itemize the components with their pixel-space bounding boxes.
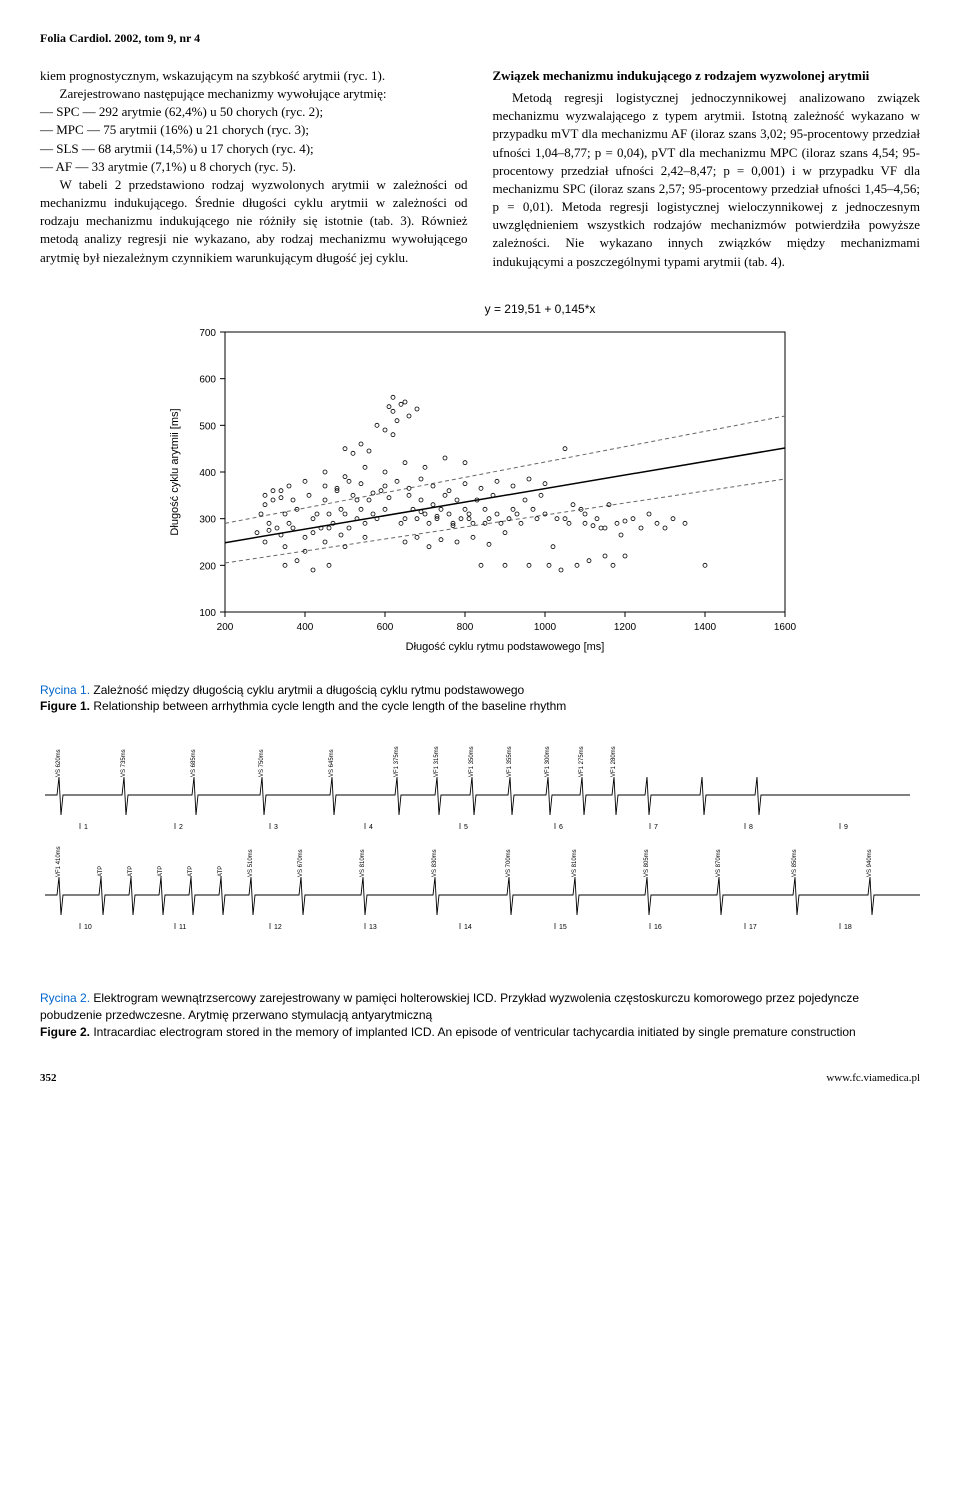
svg-text:VS 870ms: VS 870ms (716, 850, 722, 878)
svg-text:17: 17 (749, 924, 757, 931)
page-footer: 352 www.fc.viamedica.pl (40, 1071, 920, 1086)
svg-text:1600: 1600 (774, 622, 797, 633)
body-text: kiem prognostycznym, wskazującym na szyb… (40, 67, 920, 271)
svg-text:200: 200 (199, 561, 216, 572)
caption-label-pl: Rycina 2. (40, 991, 90, 1005)
para: Metodą regresji logistycznej jednoczynni… (493, 89, 921, 271)
svg-text:VF1 355ms: VF1 355ms (507, 747, 513, 778)
list-item: — AF — 33 arytmie (7,1%) u 8 chorych (ry… (40, 158, 468, 176)
svg-text:ATP: ATP (158, 866, 164, 877)
svg-text:400: 400 (297, 622, 314, 633)
svg-text:VS 700ms: VS 700ms (506, 850, 512, 878)
ecg-electrogram: VS 620ms VS 735ms VS 685ms VS 750ms VS 645ms… (40, 740, 920, 965)
svg-text:11: 11 (179, 924, 186, 931)
svg-text:2: 2 (179, 824, 183, 831)
svg-text:VF1 410ms: VF1 410ms (56, 847, 62, 878)
caption-label-pl: Rycina 1. (40, 683, 90, 697)
svg-text:ATP: ATP (98, 866, 104, 877)
svg-text:800: 800 (457, 622, 474, 633)
svg-text:500: 500 (199, 421, 216, 432)
svg-text:VS 670ms: VS 670ms (298, 850, 304, 878)
svg-text:4: 4 (369, 824, 373, 831)
svg-text:Długość cyklu rytmu podstawowe: Długość cyklu rytmu podstawowego [ms] (406, 641, 605, 653)
svg-text:VF1 375ms: VF1 375ms (394, 747, 400, 778)
svg-text:600: 600 (199, 374, 216, 385)
svg-text:14: 14 (464, 924, 472, 931)
svg-text:VS 830ms: VS 830ms (432, 850, 438, 878)
svg-text:600: 600 (377, 622, 394, 633)
para: W tabeli 2 przedstawiono rodzaj wyzwolon… (40, 176, 468, 267)
caption-text-en: Intracardiac electrogram stored in the m… (90, 1025, 856, 1039)
svg-text:VS 510ms: VS 510ms (248, 850, 254, 878)
svg-text:1200: 1200 (614, 622, 637, 633)
scatter-plot-svg: 2004006008001000120014001600100200300400… (160, 322, 800, 662)
svg-text:VS 645ms: VS 645ms (329, 750, 335, 778)
caption-label-en: Figure 1. (40, 699, 90, 713)
figure2-caption: Rycina 2. Elektrogram wewnątrzsercowy za… (40, 990, 920, 1040)
journal-header: Folia Cardiol. 2002, tom 9, nr 4 (40, 30, 920, 47)
svg-text:VF1 315ms: VF1 315ms (434, 747, 440, 778)
svg-text:6: 6 (559, 824, 563, 831)
right-column: Związek mechanizmu indukującego z rodzaj… (493, 67, 921, 271)
list-item: — MPC — 75 arytmii (16%) u 21 chorych (r… (40, 121, 468, 139)
list-item: — SPC — 292 arytmie (62,4%) u 50 chorych… (40, 103, 468, 121)
svg-text:VS 940ms: VS 940ms (867, 850, 873, 878)
svg-text:100: 100 (199, 608, 216, 619)
svg-text:400: 400 (199, 468, 216, 479)
svg-text:200: 200 (217, 622, 234, 633)
svg-text:12: 12 (274, 924, 282, 931)
scatter-chart: y = 219,51 + 0,145*x 200 400 600 800 1000 120… (160, 301, 800, 662)
svg-text:VF1 300ms: VF1 300ms (545, 747, 551, 778)
svg-text:16: 16 (654, 924, 662, 931)
svg-text:VF1 275ms: VF1 275ms (579, 747, 585, 778)
svg-text:VS 810ms: VS 810ms (360, 850, 366, 878)
svg-text:VS 735ms: VS 735ms (121, 750, 127, 778)
svg-text:1400: 1400 (694, 622, 717, 633)
svg-text:VS 750ms: VS 750ms (259, 750, 265, 778)
caption-text-pl: Elektrogram wewnątrzsercowy zarejestrowa… (40, 991, 859, 1022)
svg-text:13: 13 (369, 924, 377, 931)
svg-text:Długość cyklu arytmii [ms]: Długość cyklu arytmii [ms] (169, 408, 181, 535)
caption-text-pl: Zależność między długością cyklu arytmii… (90, 683, 524, 697)
svg-text:VS 850ms: VS 850ms (792, 850, 798, 878)
svg-text:ATP: ATP (128, 866, 134, 877)
svg-text:10: 10 (84, 924, 92, 931)
para: Zarejestrowano następujące mechanizmy wy… (40, 85, 468, 103)
svg-text:ATP: ATP (218, 866, 224, 877)
svg-text:7: 7 (654, 824, 658, 831)
figure1-caption: Rycina 1. Zależność między długością cyk… (40, 682, 920, 716)
svg-text:VS 810ms: VS 810ms (572, 850, 578, 878)
svg-text:VS 620ms: VS 620ms (56, 750, 62, 778)
section-heading: Związek mechanizmu indukującego z rodzaj… (493, 67, 921, 85)
page-number: 352 (40, 1071, 57, 1086)
svg-text:1: 1 (84, 824, 88, 831)
left-column: kiem prognostycznym, wskazującym na szyb… (40, 67, 468, 271)
svg-text:18: 18 (844, 924, 852, 931)
svg-text:VF1 350ms: VF1 350ms (469, 747, 475, 778)
svg-text:700: 700 (199, 328, 216, 339)
footer-url: www.fc.viamedica.pl (826, 1071, 920, 1086)
caption-text-en: Relationship between arrhythmia cycle le… (90, 699, 566, 713)
svg-text:VF1 280ms: VF1 280ms (611, 747, 617, 778)
svg-text:ATP: ATP (188, 866, 194, 877)
ecg-svg: VS 620ms VS 735ms VS 685ms VS 750ms VS 645ms… (40, 740, 920, 960)
svg-text:9: 9 (844, 824, 848, 831)
svg-text:VS 685ms: VS 685ms (191, 750, 197, 778)
svg-text:5: 5 (464, 824, 468, 831)
svg-text:300: 300 (199, 514, 216, 525)
svg-text:VS 805ms: VS 805ms (644, 850, 650, 878)
svg-text:3: 3 (274, 824, 278, 831)
para: kiem prognostycznym, wskazującym na szyb… (40, 67, 468, 85)
regression-formula: y = 219,51 + 0,145*x (160, 301, 800, 318)
svg-text:15: 15 (559, 924, 567, 931)
list-item: — SLS — 68 arytmii (14,5%) u 17 chorych … (40, 140, 468, 158)
caption-label-en: Figure 2. (40, 1025, 90, 1039)
svg-text:8: 8 (749, 824, 753, 831)
svg-text:1000: 1000 (534, 622, 557, 633)
